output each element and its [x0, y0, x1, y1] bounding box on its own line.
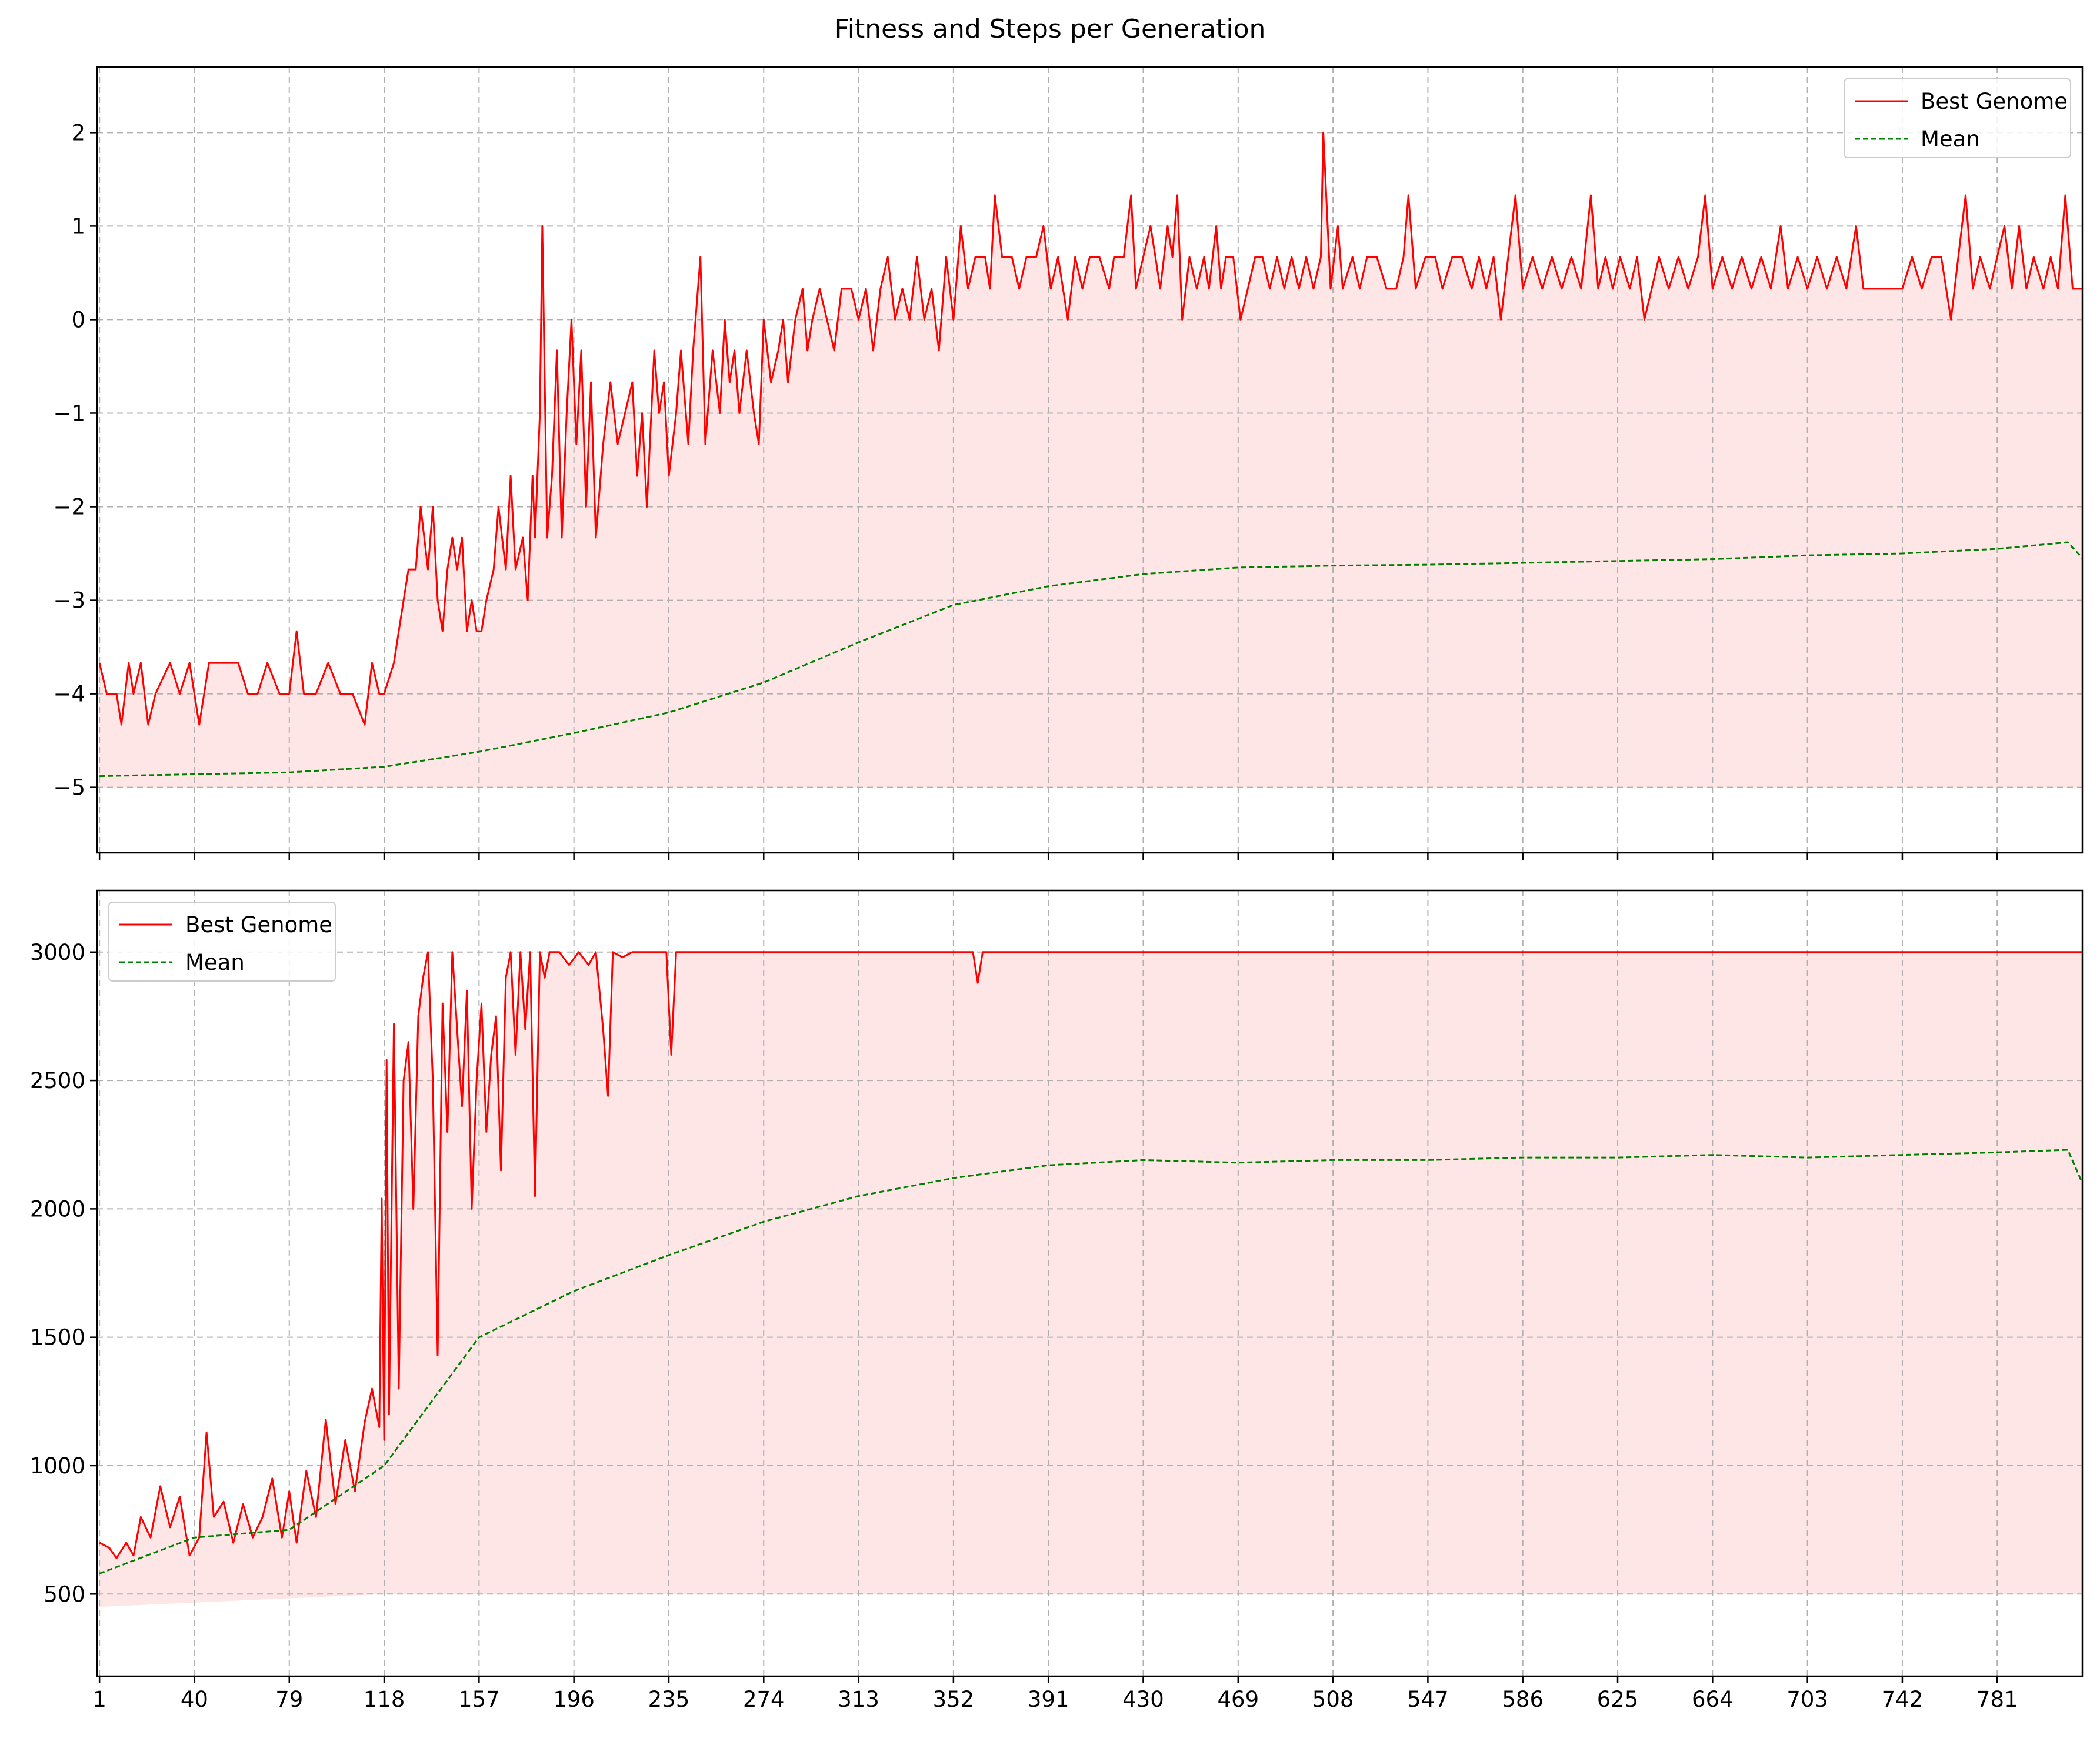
best-genome-line: [98, 131, 2082, 726]
legend-best-genome-label: Best Genome: [185, 912, 332, 938]
y-tick-label: −2: [53, 495, 85, 520]
x-tick-label: 118: [364, 1687, 405, 1712]
x-tick-label: 79: [275, 1687, 303, 1712]
steps-panel: 1 40 79 118 157 196 235 274 313 352 391 430 469 508 54…: [30, 889, 2084, 1712]
y-tick-label: 3000: [30, 940, 85, 965]
legend-mean-label: Mean: [185, 950, 245, 975]
axes-frame: [96, 889, 2084, 1677]
legend-mean-label: Mean: [1921, 126, 1980, 152]
x-tick-label: 625: [1597, 1687, 1639, 1712]
y-tick-label: −5: [53, 775, 85, 800]
legend: Best Genome Mean: [108, 902, 336, 982]
fitness-panel: −5 −4 −3 −2 −1 0 1 2 Best Genome Mean: [53, 66, 2084, 860]
y-tick-label: −1: [53, 401, 85, 426]
x-tick-label: 40: [181, 1687, 208, 1712]
x-tick-label: 664: [1692, 1687, 1734, 1712]
x-tick-label: 313: [838, 1687, 879, 1712]
y-tick-label: 0: [71, 307, 85, 332]
y-tick-label: 1000: [30, 1453, 85, 1479]
x-tick-label: 469: [1217, 1687, 1259, 1712]
x-tick-label: 196: [553, 1687, 595, 1712]
legend-best-genome-label: Best Genome: [1921, 89, 2068, 114]
best-genome-line: [99, 951, 2082, 1559]
legend: Best Genome Mean: [1844, 78, 2071, 158]
x-tick-label: 586: [1502, 1687, 1544, 1712]
population-range-band: [99, 132, 2082, 788]
x-tick-label: 430: [1122, 1687, 1164, 1712]
x-tick-label: 391: [1028, 1687, 1069, 1712]
y-tick-label: −4: [53, 682, 85, 707]
x-tick-label: 352: [933, 1687, 975, 1712]
mean-line: [99, 1149, 2084, 1574]
y-tick-label: 2000: [30, 1196, 85, 1222]
y-tick-label: 2500: [30, 1068, 85, 1093]
x-tick-label: 742: [1882, 1687, 1924, 1712]
y-tick-label: 500: [44, 1582, 85, 1607]
x-tick-label: 508: [1312, 1687, 1354, 1712]
population-range-band: [99, 952, 2082, 1607]
figure-title: Fitness and Steps per Generation: [835, 14, 1266, 44]
axes-frame: [96, 66, 2084, 854]
x-tick-label: 1: [92, 1687, 106, 1712]
x-tick-label: 547: [1407, 1687, 1449, 1712]
x-tick-label: 274: [743, 1687, 785, 1712]
x-tick-label: 235: [648, 1687, 690, 1712]
x-tick-label: 781: [1976, 1687, 2018, 1712]
x-tick-label: 703: [1786, 1687, 1828, 1712]
y-tick-label: 2: [71, 120, 85, 145]
y-tick-label: 1: [71, 214, 85, 239]
mean-line: [99, 541, 2084, 778]
x-tick-label: 157: [458, 1687, 500, 1712]
y-tick-label: −3: [53, 588, 85, 613]
y-tick-label: 1500: [30, 1325, 85, 1350]
